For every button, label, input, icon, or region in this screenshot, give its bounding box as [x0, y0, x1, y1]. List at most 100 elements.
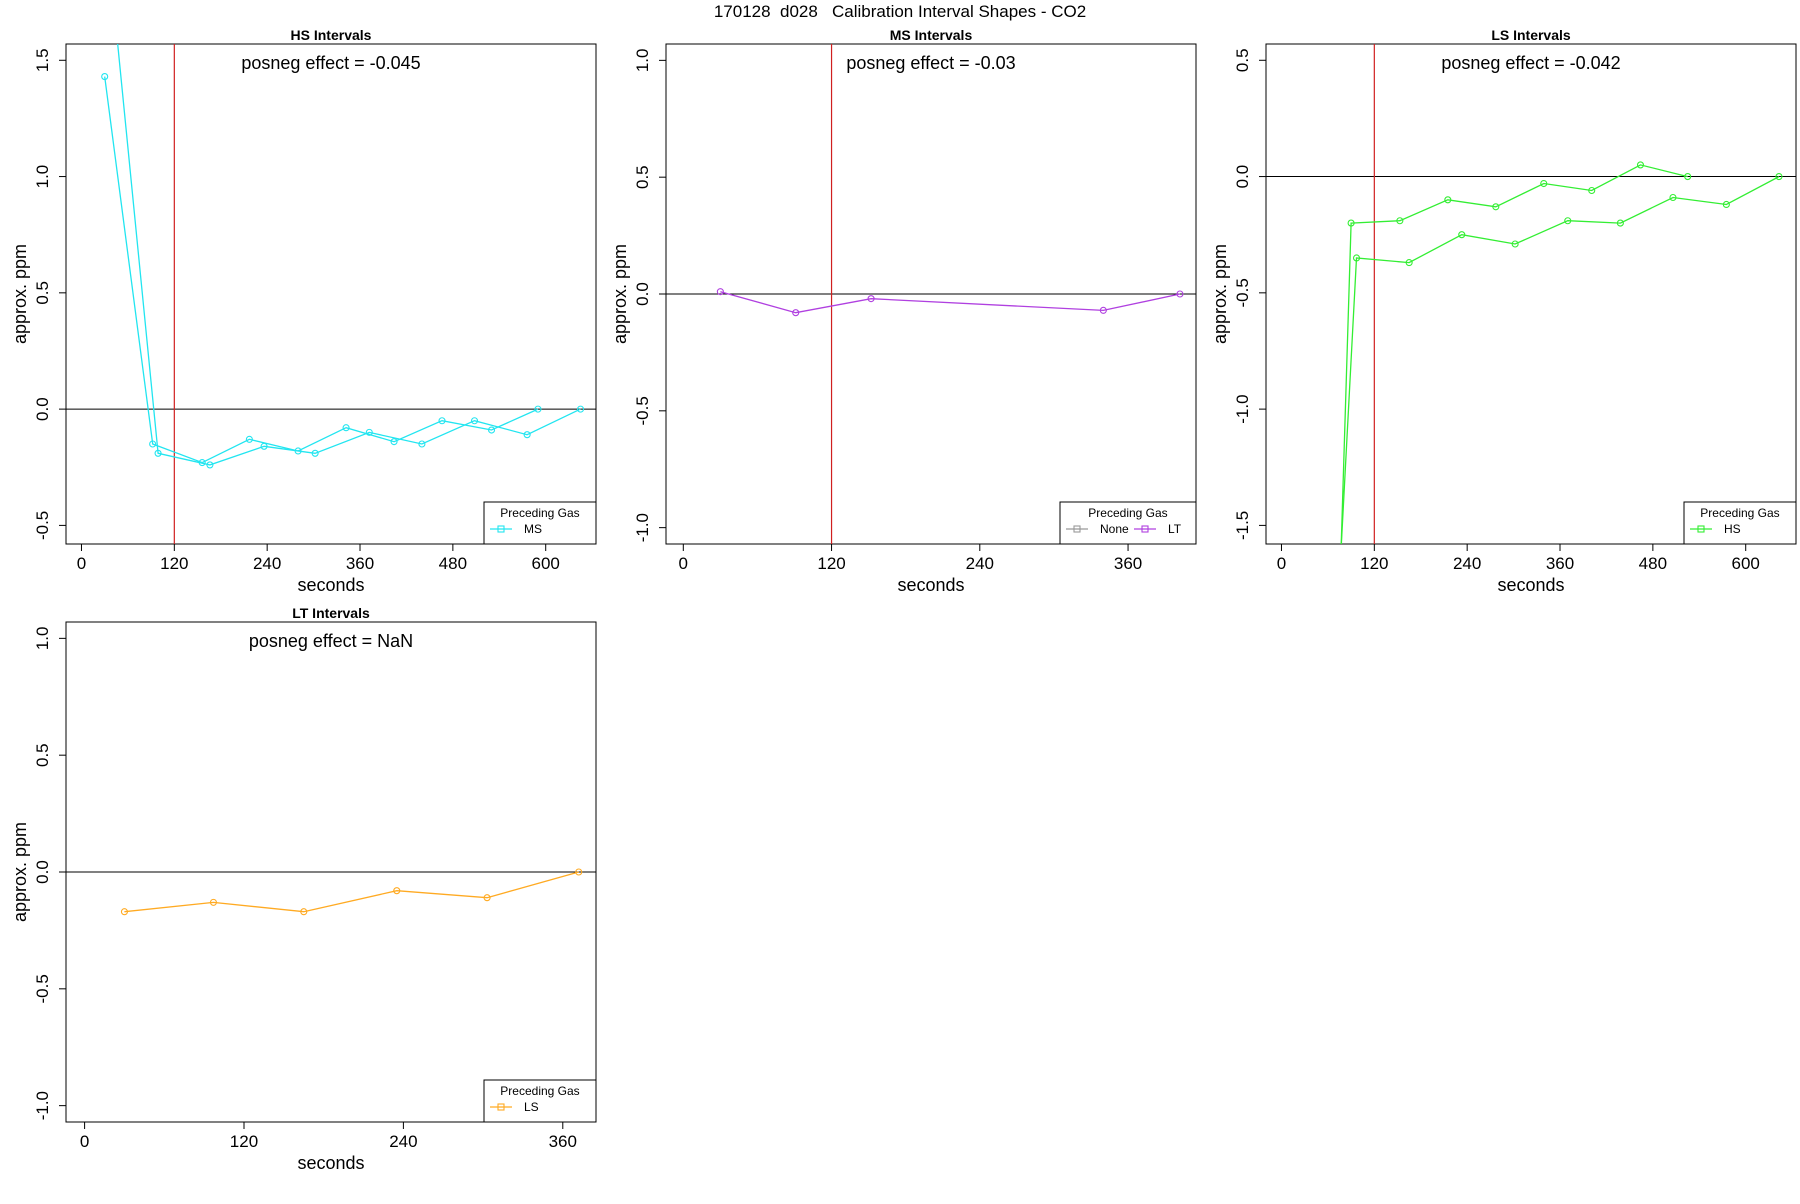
- data-point-ms: [438, 417, 446, 425]
- data-point-hs: [1511, 240, 1519, 248]
- y-tick-label: -0.5: [1233, 278, 1252, 307]
- x-tick-label: 0: [77, 554, 86, 573]
- data-point-hs: [1636, 161, 1645, 169]
- y-tick-label: 1.5: [33, 48, 52, 72]
- plot-frame: [65, 43, 597, 545]
- x-tick-label: 360: [1114, 554, 1142, 573]
- x-tick-label: 480: [439, 554, 467, 573]
- plot-area: [66, 44, 596, 544]
- y-axis-label: approx. ppm: [10, 822, 30, 922]
- data-point-ms: [365, 428, 373, 436]
- data-point-hs: [1492, 203, 1500, 211]
- x-tick-label: 600: [1732, 554, 1760, 573]
- legend-label-lt: LT: [1168, 522, 1182, 536]
- legend: Preceding Gas MS: [483, 501, 597, 545]
- data-point-hs: [1722, 200, 1730, 209]
- y-tick-label: -1.0: [633, 513, 652, 542]
- y-axis-label: approx. ppm: [610, 244, 630, 344]
- y-tick-label: -0.5: [33, 974, 52, 1003]
- data-point-ls: [120, 908, 128, 916]
- x-tick-label: 360: [549, 1132, 577, 1151]
- data-point-ms: [523, 431, 531, 439]
- data-point-lt: [867, 295, 875, 303]
- legend-box: [483, 501, 597, 545]
- y-tick-label: -1.5: [1233, 511, 1252, 540]
- legend-title: Preceding Gas: [500, 1084, 579, 1098]
- y-tick-label: 0.0: [1233, 165, 1252, 189]
- data-point-ms: [311, 449, 319, 457]
- y-tick-label: 0.5: [33, 743, 52, 767]
- data-point-hs: [1347, 219, 1355, 227]
- legend-box: [483, 1079, 597, 1123]
- y-tick-label: 0.0: [33, 860, 52, 884]
- x-axis-label: seconds: [1497, 575, 1564, 595]
- legend-label-hs: HS: [1724, 522, 1741, 536]
- legend-swatch-marker-ms: [497, 525, 505, 533]
- data-point-ms: [418, 440, 426, 448]
- legend-title: Preceding Gas: [500, 506, 579, 520]
- panel-lt-intervals: LT Intervals 0 120 240 360 -1.0 -0.5 0.0 0.5 1.0 s…: [0, 604, 600, 1204]
- panel-ms-intervals: MS Intervals 0 120 240 360 -1.0 -0.5 0.0 0.5 1.0 s…: [600, 26, 1200, 626]
- posneg-effect-annotation: posneg effect = -0.03: [846, 53, 1015, 73]
- data-point-ls: [393, 887, 401, 895]
- data-point-hs: [1458, 231, 1466, 239]
- data-point-lt: [792, 309, 800, 317]
- legend-title: Preceding Gas: [1088, 506, 1167, 520]
- x-axis-label: seconds: [897, 575, 964, 595]
- x-tick-label: 120: [1360, 554, 1388, 573]
- x-tick-label: 120: [817, 554, 845, 573]
- data-point-hs: [1540, 179, 1548, 188]
- posneg-effect-annotation: posneg effect = -0.042: [1441, 53, 1620, 73]
- legend-box: [1059, 501, 1197, 545]
- x-tick-label: 240: [253, 554, 281, 573]
- data-point-ms: [245, 435, 253, 443]
- plot-area: [66, 868, 596, 916]
- data-point-hs: [1588, 186, 1596, 195]
- y-tick-label: -0.5: [33, 511, 52, 540]
- y-tick-label: 0.5: [1233, 48, 1252, 72]
- data-point-ms: [260, 442, 268, 450]
- data-point-lt: [1099, 306, 1107, 314]
- legend-box: [1683, 501, 1797, 545]
- legend-label-none: None: [1100, 522, 1129, 536]
- chart-ms-intervals: MS Intervals 0 120 240 360 -1.0 -0.5 0.0 0.5 1.0 s…: [610, 27, 1197, 595]
- data-point-ls: [483, 894, 491, 902]
- y-tick-label: 0.0: [633, 282, 652, 306]
- panel-title: LS Intervals: [1491, 27, 1571, 43]
- x-tick-label: 120: [160, 554, 188, 573]
- data-point-hs: [1775, 173, 1783, 181]
- x-tick-label: 240: [1453, 554, 1481, 573]
- x-axis-label: seconds: [297, 575, 364, 595]
- chart-lt-intervals: LT Intervals 0 120 240 360 -1.0 -0.5 0.0 0.5 1.0 s…: [10, 605, 597, 1173]
- plot-area: [666, 44, 1196, 544]
- y-tick-label: 1.0: [33, 627, 52, 651]
- posneg-effect-annotation: posneg effect = NaN: [249, 631, 413, 651]
- y-tick-label: 0.5: [33, 281, 52, 305]
- data-point-ms: [487, 426, 496, 434]
- data-point-hs: [1338, 546, 1344, 552]
- legend-label-ms: MS: [524, 522, 542, 536]
- legend-swatch-marker-ls: [497, 1103, 505, 1111]
- x-axis-label: seconds: [297, 1153, 364, 1173]
- data-point-hs: [1405, 259, 1413, 267]
- x-tick-label: 240: [389, 1132, 417, 1151]
- data-point-hs: [1396, 217, 1404, 225]
- y-tick-label: 0.5: [633, 165, 652, 189]
- data-point-hs: [1616, 219, 1624, 227]
- data-point-ms: [206, 461, 214, 469]
- data-point-ms: [390, 438, 398, 446]
- panel-title: HS Intervals: [291, 27, 372, 43]
- data-point-hs: [1352, 254, 1361, 262]
- y-axis-label: approx. ppm: [1210, 244, 1230, 344]
- chart-hs-intervals: HS Intervals 0 120 240 360 480 600 -0.5 0.0 0.5 1.…: [10, 27, 597, 595]
- y-axis-label: approx. ppm: [10, 244, 30, 344]
- data-point-ms: [576, 405, 585, 413]
- y-tick-label: 1.0: [33, 165, 52, 189]
- y-tick-label: -0.5: [633, 396, 652, 425]
- x-tick-label: 360: [1546, 554, 1574, 573]
- x-tick-label: 360: [346, 554, 374, 573]
- legend-label-ls: LS: [524, 1100, 539, 1114]
- data-point-ms: [534, 405, 542, 413]
- plot-frame: [1265, 43, 1797, 545]
- chart-ls-intervals: LS Intervals 0 120 240 360 480 600 -1.5 -1.0 -0.5…: [1210, 27, 1797, 595]
